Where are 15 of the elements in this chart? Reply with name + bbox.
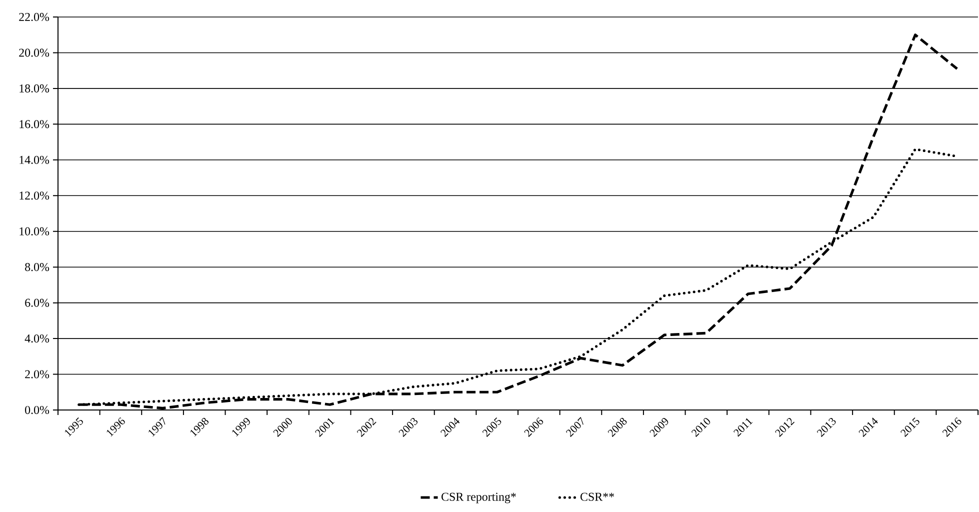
y-tick-label: 8.0%	[25, 263, 50, 272]
y-tick-label: 16.0%	[20, 120, 50, 128]
x-tick-label: 1999	[232, 418, 250, 437]
y-tick-label: 14.0%	[20, 156, 50, 164]
y-tick-label: 20.0%	[19, 48, 50, 57]
y-tick-label: 22.0%	[19, 12, 50, 22]
y-tick-label: 0.0%	[25, 406, 50, 414]
legend-label: CSR**	[580, 492, 614, 501]
y-tick-label: 6.0%	[25, 298, 50, 307]
y-tick-label: 12.0%	[20, 192, 50, 200]
y-tick-label: 18.0%	[20, 84, 50, 93]
legend-label: CSR reporting*	[442, 492, 516, 504]
y-tick-label: 2.0%	[25, 370, 50, 378]
y-tick-label: 4.0%	[24, 334, 50, 343]
y-tick-label: 10.0%	[20, 227, 50, 236]
